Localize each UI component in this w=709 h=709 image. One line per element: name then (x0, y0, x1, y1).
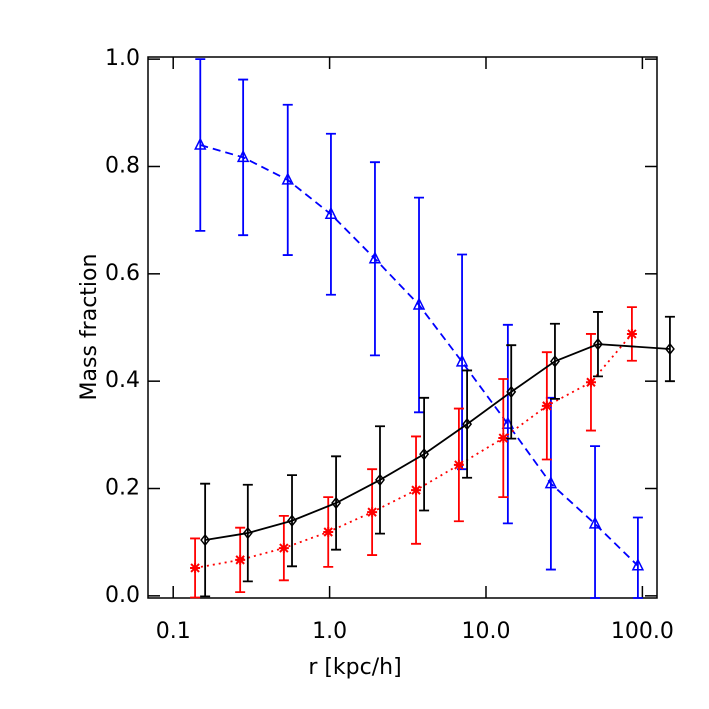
error-bar (414, 196, 425, 414)
marker (323, 526, 334, 537)
error-bar (325, 132, 336, 296)
marker (324, 206, 338, 220)
marker (194, 137, 207, 150)
marker (549, 355, 560, 368)
marker (593, 337, 603, 351)
error-bar (506, 344, 517, 440)
marker (367, 507, 378, 518)
marker (585, 377, 596, 388)
error-bar (502, 323, 513, 525)
marker (375, 473, 385, 487)
marker (200, 533, 211, 547)
marker (281, 172, 294, 185)
x-axis-label: r [kpc/h] (308, 655, 401, 680)
y-tick-label: 0.6 (105, 261, 140, 286)
error-bar (200, 482, 211, 598)
marker (278, 543, 289, 554)
marker (455, 354, 469, 367)
error-bar (195, 58, 206, 232)
error-bar (331, 455, 342, 551)
error-bar (374, 425, 385, 535)
marker (664, 342, 675, 356)
y-tick-label: 0.4 (105, 368, 140, 393)
marker (235, 554, 246, 565)
marker (544, 476, 558, 489)
error-bar (632, 516, 643, 599)
marker (287, 514, 297, 527)
marker (242, 526, 253, 540)
error-bar (664, 315, 675, 383)
y-tick-label: 1.0 (105, 46, 140, 71)
marker (626, 328, 637, 339)
marker (498, 433, 509, 444)
marker (419, 447, 430, 461)
error-bar (238, 78, 249, 237)
y-tick-label: 0.2 (105, 476, 140, 501)
error-bar (419, 396, 430, 512)
marker (190, 562, 201, 573)
marker (462, 417, 473, 431)
marker (506, 385, 517, 399)
marker (588, 516, 602, 529)
x-tick-label: 10.0 (462, 619, 511, 644)
marker (541, 400, 552, 411)
error-bar (287, 474, 298, 568)
error-bar (369, 161, 380, 357)
x-tick-label: 100.0 (611, 619, 674, 644)
marker (411, 485, 422, 496)
marker (631, 558, 645, 571)
y-tick-label: 0.8 (105, 153, 140, 178)
marker (368, 251, 382, 264)
error-bar (282, 103, 293, 256)
series-line (204, 343, 670, 541)
error-bar (592, 311, 603, 378)
y-tick-label: 0.0 (105, 583, 140, 608)
marker (236, 149, 250, 163)
error-bar (549, 322, 560, 400)
error-bar (590, 445, 601, 599)
x-tick-label: 0.1 (156, 619, 191, 644)
y-axis-label: Mass fraction (77, 254, 102, 401)
error-bar (462, 369, 473, 479)
marker (453, 459, 464, 470)
marker (412, 297, 426, 310)
plot-frame (147, 56, 658, 599)
error-bar (242, 483, 253, 583)
series-line (194, 333, 633, 569)
marker (331, 496, 342, 510)
x-tick-label: 1.0 (312, 619, 347, 644)
